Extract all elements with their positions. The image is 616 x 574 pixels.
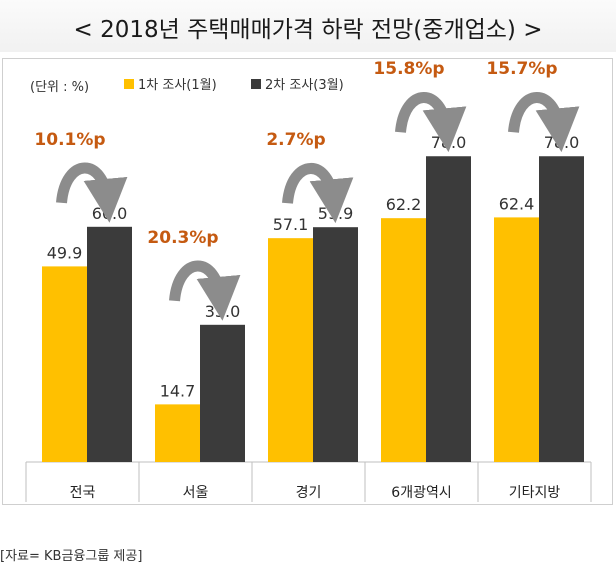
value-label-series1-0: 49.9 [47,243,83,262]
bar-series2-0 [87,226,132,462]
bar-series2-3 [426,156,471,463]
legend-swatch-series1 [124,79,134,89]
category-label-1: 서울 [183,485,209,501]
legend-swatch-series2 [251,79,261,89]
change-arrow-0 [56,162,128,223]
change-label-0: 10.1%p [34,130,105,150]
change-arrow-1 [169,260,241,321]
value-label-series2-0: 60.0 [92,204,128,223]
change-label-3: 15.8%p [373,59,444,79]
bar-series1-2 [268,238,313,462]
value-label-series2-1: 35.0 [205,302,241,321]
value-label-series1-2: 57.1 [273,215,309,234]
change-label-4: 15.7%p [486,59,557,79]
legend-unit-label: (단위 : %) [30,80,89,95]
bar-series1-0 [42,266,87,462]
value-label-series1-3: 62.2 [386,195,422,214]
source-note: [자료= KB금융그룹 제공] [0,549,143,564]
category-label-2: 경기 [296,485,322,501]
bar-series1-3 [381,218,426,462]
change-arrow-3 [395,92,467,153]
chart-title: < 2018년 주택매매가격 하락 전망(중개업소) > [73,17,543,43]
chart-legend: (단위 : %) 1차 조사(1월) 2차 조사(3월) [30,78,344,95]
change-label-2: 2.7%p [266,130,325,150]
value-label-series2-4: 78.0 [544,133,580,152]
value-label-series1-1: 14.7 [160,381,196,400]
legend-label-series1: 1차 조사(1월) [138,78,217,93]
value-label-series2-2: 59.9 [318,204,354,223]
change-arrow-4 [508,92,580,153]
bar-series2-2 [313,227,358,462]
title-bar: < 2018년 주택매매가격 하락 전망(중개업소) > [0,0,616,54]
bar-series1-4 [494,217,539,462]
bar-series2-4 [539,156,584,463]
value-label-series1-4: 62.4 [499,194,535,213]
category-label-0: 전국 [70,485,96,501]
change-arrow-2 [282,163,354,224]
plot-area: 49.9 60.0 10.1%p 전국 14.7 35.0 20.3%p 서울 57.1 59.9… [25,59,592,502]
legend-label-series2: 2차 조사(3월) [265,78,344,93]
value-label-series2-3: 78.0 [431,133,467,152]
bar-series2-1 [200,324,245,462]
category-label-4: 기타지방 [509,485,561,501]
category-label-3: 6개광역시 [391,485,451,501]
change-label-1: 20.3%p [147,228,218,248]
bar-series1-1 [155,404,200,462]
